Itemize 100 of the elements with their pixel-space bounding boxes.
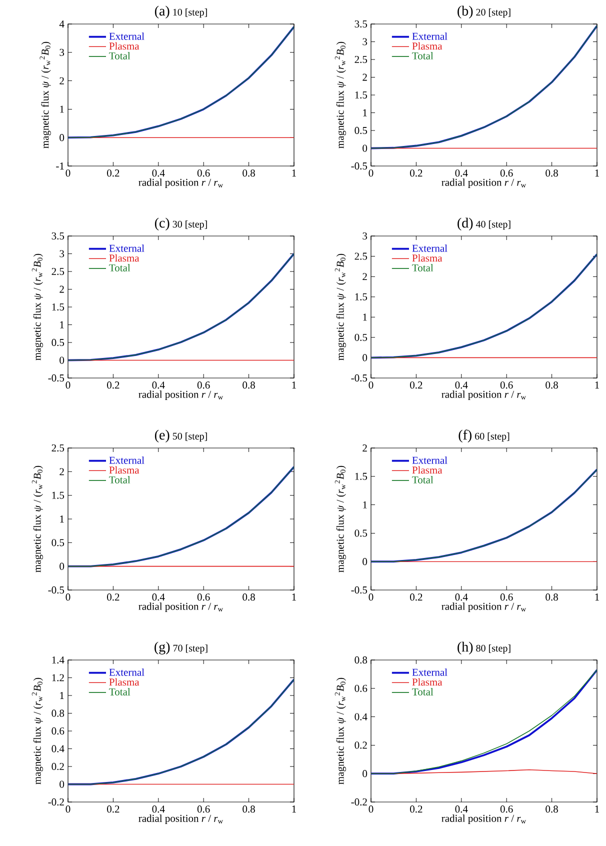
x-tick-label: 0.8 <box>546 382 558 389</box>
chart-title: (b) <box>458 6 473 18</box>
legend-label: Total <box>412 52 434 60</box>
legend-label: Total <box>109 52 130 60</box>
x-tick-label: 0.2 <box>410 382 422 389</box>
chart-title: (d) <box>458 218 473 230</box>
y-tick-label: 2.5 <box>52 268 64 276</box>
x-tick-label: 0.4 <box>455 806 468 813</box>
chart-subtitle: 30 [step] <box>172 220 207 230</box>
y-tick-label: 2 <box>60 286 64 293</box>
y-tick-label: 3 <box>60 48 64 56</box>
x-tick-label: 1 <box>292 594 296 600</box>
x-tick-label: 0 <box>368 806 374 813</box>
x-tick-label: 0.6 <box>500 382 513 389</box>
y-tick-label: 3.5 <box>52 232 64 240</box>
x-tick-label: 0.4 <box>455 382 468 389</box>
chart-subtitle: 80 [step] <box>476 644 510 654</box>
y-tick-label: 0.5 <box>354 334 368 341</box>
x-tick-label: 0 <box>368 170 374 177</box>
y-tick-label: 0.5 <box>52 539 64 546</box>
x-tick-label: 0.2 <box>107 170 120 177</box>
legend-label: Plasma <box>109 254 140 262</box>
y-tick-label: 1 <box>60 321 64 328</box>
x-tick-label: 0.8 <box>242 382 255 389</box>
text: magnetic flux ψ / (r$_{w}$$^{2}$B$_{0}$) <box>334 254 346 360</box>
x-tick-label: 1 <box>595 594 599 600</box>
text: magnetic flux ψ / (r$_{w}$$^{2}$B$_{0}$) <box>334 42 346 148</box>
x-axis-title: radial position r / r$_{w}$ <box>138 178 224 188</box>
x-tick-label: 0.8 <box>546 170 558 177</box>
legend-label: Total <box>109 688 130 696</box>
x-tick-label: 0.4 <box>152 170 165 177</box>
x-tick-label: 0.2 <box>410 170 422 177</box>
legend-label: Plasma <box>412 466 442 474</box>
text: magnetic flux ψ / (r$_{w}$$^{2}$B$_{0}$) <box>40 42 51 148</box>
x-tick-label: 1 <box>595 806 599 812</box>
y-tick-label: 1.5 <box>355 472 368 480</box>
x-tick-label: 0.6 <box>197 382 210 389</box>
legend-label: External <box>412 32 448 40</box>
x-tick-label: 0.2 <box>107 382 120 389</box>
x-axis-title: radial position r / r$_{w}$ <box>442 602 526 612</box>
x-tick-label: 0 <box>66 806 70 813</box>
y-tick-label: 0 <box>60 134 64 142</box>
legend-label: Total <box>412 264 434 272</box>
y-tick-label: 0.5 <box>354 530 368 537</box>
x-axis-title: radial position r / r$_{w}$ <box>442 390 526 400</box>
x-axis-title: radial position r / r$_{w}$ <box>442 814 526 824</box>
x-tick-label: 0.4 <box>152 594 165 601</box>
y-tick-label: 1 <box>60 106 64 113</box>
x-tick-label: 0.6 <box>197 806 210 813</box>
y-tick-label: 2 <box>362 444 367 452</box>
y-tick-label: 2 <box>60 468 64 476</box>
x-tick-label: 1 <box>292 170 296 176</box>
legend-label: External <box>109 32 144 40</box>
chart-subtitle: 60 [step] <box>475 432 510 442</box>
y-tick-label: 3 <box>60 250 64 258</box>
y-tick-label: 2.5 <box>354 56 368 64</box>
y-tick-label: -0.2 <box>351 798 367 806</box>
x-tick-label: 0.6 <box>197 170 210 177</box>
x-tick-label: 0.4 <box>152 382 165 389</box>
legend-label: Total <box>109 476 130 484</box>
y-tick-label: 0 <box>362 354 368 362</box>
y-tick-label: 0.4 <box>354 713 368 720</box>
y-tick-label: 0.5 <box>354 126 368 134</box>
text: magnetic flux ψ / (r$_{w}$$^{2}$B$_{0}$) <box>32 254 43 360</box>
y-tick-label: 1.5 <box>355 91 368 99</box>
chart-subtitle: 50 [step] <box>172 432 207 442</box>
legend-label: Total <box>412 688 434 696</box>
x-tick-label: 0.6 <box>500 170 513 177</box>
y-tick-label: -0.5 <box>351 162 368 170</box>
x-tick-label: 0.6 <box>500 594 513 601</box>
y-tick-label: -0.5 <box>351 586 368 594</box>
chart-title: (e) <box>154 430 170 442</box>
legend-label: External <box>109 244 144 252</box>
x-tick-label: 0.2 <box>410 806 422 813</box>
y-tick-label: 0.8 <box>52 710 64 717</box>
legend-label: Plasma <box>412 42 442 50</box>
y-tick-label: 0.2 <box>354 742 367 749</box>
y-tick-label: 0 <box>362 144 368 152</box>
chart-subtitle: 10 [step] <box>173 8 207 18</box>
x-axis-title: radial position r / r$_{w}$ <box>138 602 224 612</box>
y-tick-label: 0 <box>362 770 368 778</box>
y-tick-label: 2 <box>362 273 367 280</box>
x-tick-label: 0.6 <box>197 594 210 601</box>
legend-label: Plasma <box>109 466 140 474</box>
y-tick-label: 0 <box>362 558 368 566</box>
y-tick-label: -0.2 <box>48 798 64 806</box>
y-tick-label: 0.2 <box>52 762 64 770</box>
legend-label: Plasma <box>412 254 442 262</box>
x-tick-label: 0 <box>368 382 374 389</box>
legend-label: Plasma <box>412 678 442 686</box>
y-tick-label: 0 <box>60 356 64 364</box>
text: magnetic flux ψ / (r$_{w}$$^{2}$B$_{0}$) <box>334 466 346 572</box>
y-tick-label: 4 <box>59 20 64 28</box>
chart-title: (c) <box>154 218 170 230</box>
x-tick-label: 0 <box>66 170 70 177</box>
x-tick-label: 0 <box>66 382 70 389</box>
legend-label: External <box>109 456 144 464</box>
y-tick-label: 0.6 <box>354 684 368 692</box>
y-tick-label: 0.4 <box>52 745 64 752</box>
y-tick-label: 1 <box>60 516 64 522</box>
